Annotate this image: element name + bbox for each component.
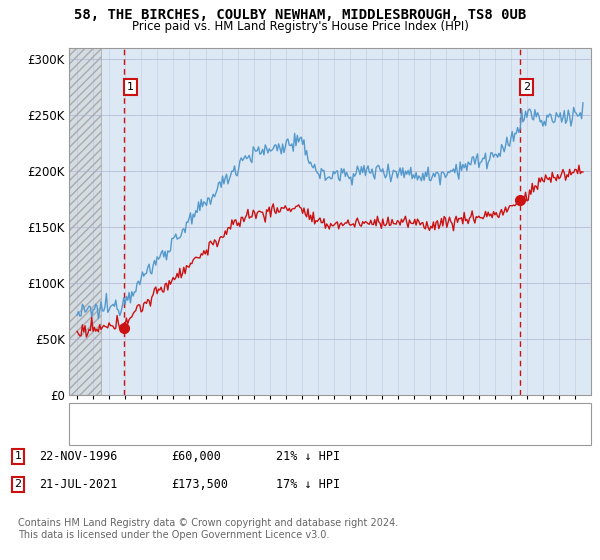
Text: HPI: Average price, detached house, Middlesbrough: HPI: Average price, detached house, Midd…: [111, 426, 381, 436]
Text: 22-NOV-1996: 22-NOV-1996: [39, 450, 118, 463]
Text: ─────: ─────: [75, 424, 113, 438]
Text: 1: 1: [14, 451, 22, 461]
Bar: [69, 48, 101, 395]
Text: Price paid vs. HM Land Registry's House Price Index (HPI): Price paid vs. HM Land Registry's House …: [131, 20, 469, 32]
Text: £173,500: £173,500: [171, 478, 228, 491]
Bar: [69, 48, 101, 395]
Text: Contains HM Land Registry data © Crown copyright and database right 2024.
This d: Contains HM Land Registry data © Crown c…: [18, 518, 398, 540]
Text: 58, THE BIRCHES, COULBY NEWHAM, MIDDLESBROUGH, TS8 0UB: 58, THE BIRCHES, COULBY NEWHAM, MIDDLESB…: [74, 8, 526, 22]
Text: 17% ↓ HPI: 17% ↓ HPI: [276, 478, 340, 491]
Text: ─────: ─────: [75, 408, 113, 421]
Text: 58, THE BIRCHES, COULBY NEWHAM, MIDDLESBROUGH, TS8 0UB (detached house): 58, THE BIRCHES, COULBY NEWHAM, MIDDLESB…: [111, 409, 544, 419]
Text: 21% ↓ HPI: 21% ↓ HPI: [276, 450, 340, 463]
Text: 21-JUL-2021: 21-JUL-2021: [39, 478, 118, 491]
Text: 2: 2: [14, 479, 22, 489]
Text: £60,000: £60,000: [171, 450, 221, 463]
Text: 2: 2: [523, 82, 530, 92]
Text: 1: 1: [127, 82, 134, 92]
